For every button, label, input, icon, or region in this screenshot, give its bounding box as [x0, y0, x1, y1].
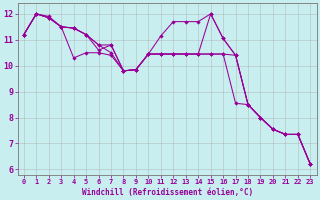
X-axis label: Windchill (Refroidissement éolien,°C): Windchill (Refroidissement éolien,°C) [82, 188, 253, 197]
